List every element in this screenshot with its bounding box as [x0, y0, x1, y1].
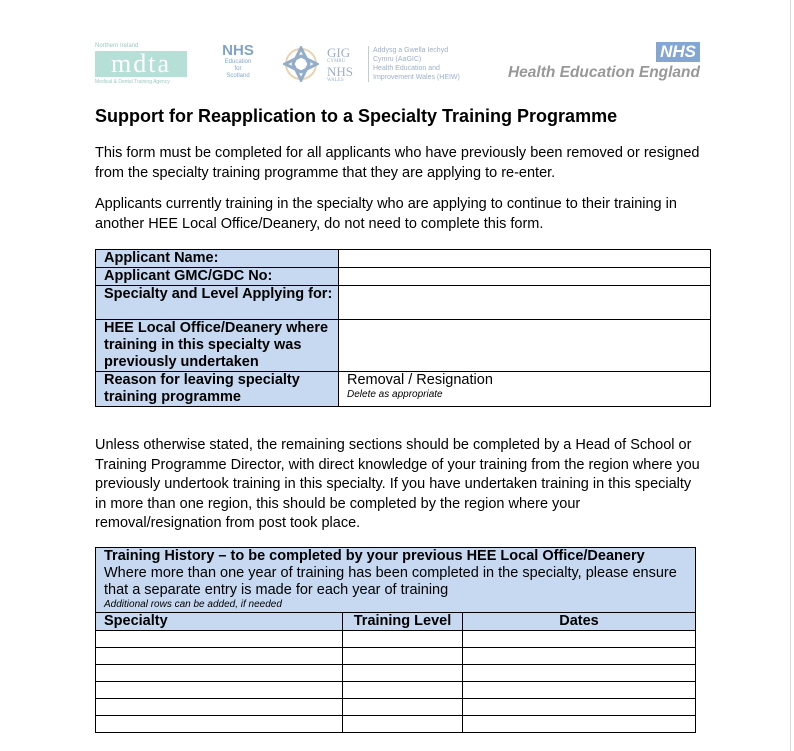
hee-nhs-badge: NHS	[656, 42, 700, 62]
column-header-training-level: Training Level	[342, 612, 463, 631]
dates-cell[interactable]	[462, 715, 696, 733]
nimdta-top-text: Northern Ireland	[95, 43, 139, 49]
training-history-description: Where more than one year of training has…	[104, 565, 677, 598]
training-level-cell[interactable]	[342, 630, 463, 648]
table-row	[95, 698, 696, 716]
applicant-details-table: Applicant Name: Applicant GMC/GDC No: Sp…	[95, 249, 711, 407]
table-row	[95, 681, 696, 699]
instructions-paragraph: Unless otherwise stated, the remaining s…	[95, 437, 700, 531]
specialty-cell[interactable]	[95, 647, 343, 665]
hee-logo: NHS Health Education England	[508, 42, 700, 82]
table-row	[95, 664, 696, 682]
reason-leaving-field[interactable]: Removal / Resignation Delete as appropri…	[338, 371, 711, 407]
specialty-cell[interactable]	[95, 664, 343, 682]
table-row: Reason for leaving specialty training pr…	[95, 371, 711, 407]
hee-name: Health Education England	[507, 64, 700, 81]
previous-deanery-label: HEE Local Office/Deanery where training …	[95, 319, 339, 372]
training-level-cell[interactable]	[342, 698, 463, 716]
gmc-gdc-label: Applicant GMC/GDC No:	[95, 267, 339, 286]
nes-line: Education	[224, 59, 252, 65]
nimdta-mark: mdta	[95, 51, 187, 77]
training-history-header: Training History – to be completed by yo…	[95, 547, 696, 613]
applicant-name-field[interactable]	[338, 249, 711, 268]
page-edge	[790, 0, 791, 751]
dates-cell[interactable]	[462, 664, 696, 682]
column-header-row: Specialty Training Level Dates	[95, 612, 696, 631]
table-row: Applicant Name:	[95, 249, 711, 268]
applicant-name-label: Applicant Name:	[95, 249, 339, 268]
reason-value: Removal / Resignation	[347, 372, 493, 388]
specialty-level-field[interactable]	[338, 285, 711, 320]
training-history-heading: Training History – to be completed by yo…	[104, 548, 645, 564]
column-header-dates: Dates	[462, 612, 696, 631]
training-level-cell[interactable]	[342, 647, 463, 665]
training-level-cell[interactable]	[342, 681, 463, 699]
table-row	[95, 715, 696, 733]
nhs-wales-text: NHS	[327, 64, 354, 79]
previous-deanery-field[interactable]	[338, 319, 711, 372]
specialty-cell[interactable]	[95, 715, 343, 733]
gmc-gdc-field[interactable]	[338, 267, 711, 286]
intro-paragraph: Applicants currently training in the spe…	[95, 196, 677, 232]
table-row: Applicant GMC/GDC No:	[95, 267, 711, 286]
nes-line: for	[234, 66, 242, 72]
dates-cell[interactable]	[462, 681, 696, 699]
page-title: Support for Reapplication to a Specialty…	[95, 106, 618, 126]
specialty-cell[interactable]	[95, 681, 343, 699]
table-row	[95, 630, 696, 648]
nimdta-sub-text: Medical & Dental Training Agency	[95, 79, 170, 85]
table-row	[95, 647, 696, 665]
partner-logos: Northern Ireland mdta Medical & Dental T…	[95, 42, 700, 94]
nhs-wales-logo: GIG CYMRU NHS WALES	[327, 46, 353, 84]
reason-leaving-label: Reason for leaving specialty training pr…	[95, 371, 339, 407]
dates-cell[interactable]	[462, 647, 696, 665]
heiw-line: Improvement Wales (HEIW)	[373, 74, 460, 81]
training-history-header-cell: Training History – to be completed by yo…	[95, 547, 696, 613]
specialty-cell[interactable]	[95, 630, 343, 648]
intro-paragraph: This form must be completed for all appl…	[95, 145, 700, 181]
celtic-knot-icon	[283, 46, 319, 82]
heiw-line: Cymru (AaGIC)	[373, 56, 422, 63]
dates-cell[interactable]	[462, 630, 696, 648]
nes-line: Scotland	[226, 73, 250, 79]
training-level-cell[interactable]	[342, 664, 463, 682]
column-header-specialty: Specialty	[95, 612, 343, 631]
table-row: HEE Local Office/Deanery where training …	[95, 319, 711, 372]
training-history-note: Additional rows can be added, if needed	[104, 599, 282, 610]
dates-cell[interactable]	[462, 698, 696, 716]
heiw-line: Health Education and	[373, 65, 440, 72]
specialty-level-label: Specialty and Level Applying for:	[95, 285, 339, 320]
cymru-text: CYMRU	[327, 59, 346, 64]
nes-logo: NHS Education for Scotland	[213, 42, 263, 80]
reason-note: Delete as appropriate	[347, 389, 443, 400]
heiw-line: Addysg a Gwella Iechyd	[373, 47, 449, 54]
training-level-cell[interactable]	[342, 715, 463, 733]
gig-text: GIG	[327, 45, 351, 60]
specialty-cell[interactable]	[95, 698, 343, 716]
heiw-text: Addysg a Gwella Iechyd Cymru (AaGIC) Hea…	[368, 46, 460, 82]
wales-text: WALES	[327, 78, 344, 83]
table-row: Specialty and Level Applying for:	[95, 285, 711, 320]
nes-nhs-text: NHS	[222, 42, 254, 59]
training-history-table: Training History – to be completed by yo…	[95, 547, 696, 733]
